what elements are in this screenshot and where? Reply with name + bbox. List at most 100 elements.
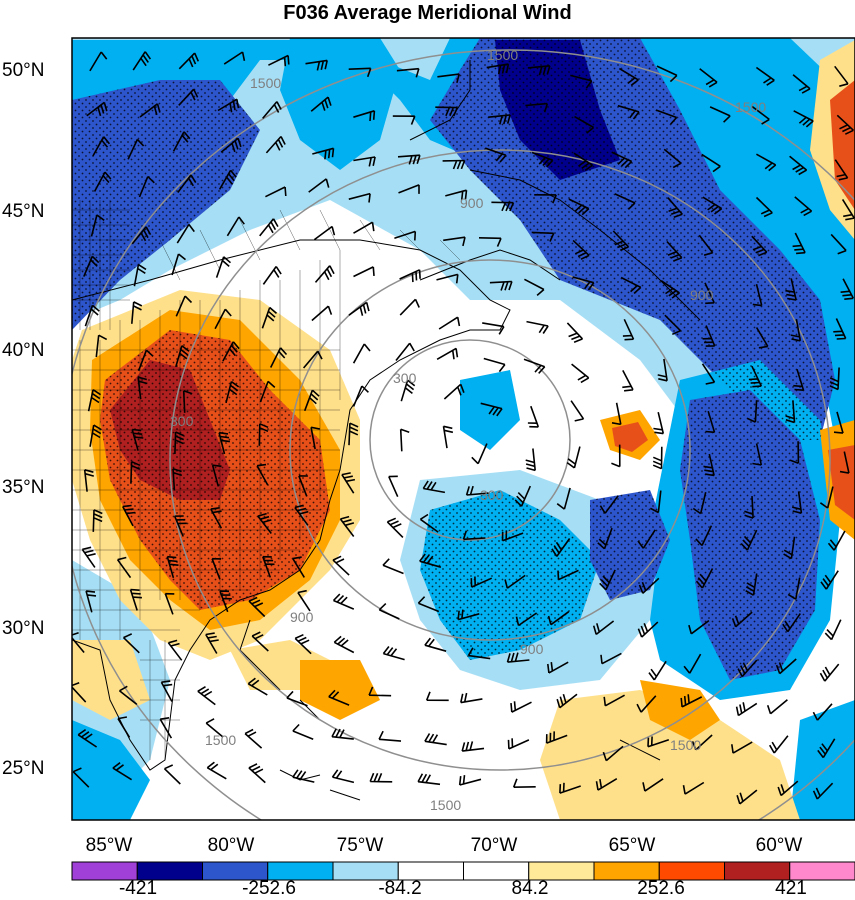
wind-barb: [782, 613, 801, 633]
wind-barb: [636, 695, 657, 713]
wind-barb: [399, 428, 410, 452]
wind-barb: [515, 612, 538, 627]
wind-barb: [95, 334, 108, 358]
wind-barb: [701, 363, 716, 385]
wind-barb: [839, 451, 850, 474]
wind-barb: [566, 446, 581, 469]
wind-barb: [471, 443, 488, 465]
wind-barb: [775, 658, 797, 675]
wind-barb: [465, 485, 489, 496]
wind-barb: [130, 460, 141, 484]
wind-barb: [682, 781, 705, 795]
wind-barb: [557, 569, 579, 581]
wind-barb: [523, 358, 546, 374]
map-title: F036 Average Meridional Wind: [283, 2, 572, 24]
wind-barb: [341, 472, 356, 494]
wind-barb: [836, 114, 854, 135]
wind-barb: [164, 592, 175, 615]
wind-barb: [442, 425, 454, 449]
contour-label: 1500: [250, 75, 281, 91]
wind-barb: [752, 284, 763, 307]
wind-barb: [566, 322, 584, 343]
wind-barb: [657, 358, 668, 382]
wind-barb: [312, 147, 335, 160]
wind-barb: [785, 278, 797, 301]
wind-barb: [524, 278, 545, 297]
wind-barb: [197, 686, 216, 706]
county-grid: [72, 200, 461, 760]
wind-barb: [699, 68, 718, 88]
wind-barb: [817, 738, 836, 759]
wind-barb: [328, 689, 350, 706]
wind-barb: [178, 88, 199, 106]
wind-barb: [600, 652, 622, 665]
wind-barb: [219, 590, 232, 613]
wind-barb: [305, 59, 328, 71]
wind-barb: [704, 282, 715, 305]
wind-barb: [217, 98, 240, 113]
wind-barb: [570, 400, 585, 422]
wind-barb: [680, 694, 703, 708]
wind-barb: [737, 659, 758, 678]
wind-barb: [121, 504, 136, 527]
wind-barb: [574, 115, 595, 134]
wind-barb: [256, 463, 269, 486]
wind-barb: [666, 240, 683, 262]
wind-barb: [703, 453, 715, 477]
wind-barb: [353, 110, 376, 122]
wind-barb: [417, 773, 441, 786]
wind-barb: [736, 789, 758, 805]
wind-barb: [348, 67, 372, 78]
wind-barb: [262, 555, 275, 578]
wind-barb: [820, 570, 839, 590]
wind-barb: [812, 782, 834, 800]
wind-barb: [348, 301, 370, 316]
wind-barb: [218, 169, 237, 190]
wind-barb: [172, 467, 183, 491]
wind-barb: [160, 680, 173, 702]
wind-barb: [603, 694, 625, 707]
wind-barb: [667, 197, 683, 219]
plot-frame: [71, 37, 855, 821]
wind-barb: [386, 517, 404, 538]
wind-barb: [840, 278, 855, 300]
wind-barb: [504, 574, 526, 589]
wind-barb: [294, 633, 312, 655]
wind-barb: [480, 402, 503, 417]
wind-barb: [333, 635, 355, 654]
wind-barb: [265, 135, 286, 154]
wind-barb: [131, 226, 152, 245]
wind-barb: [425, 691, 449, 702]
wind-barb: [445, 189, 468, 201]
wind-barb: [308, 178, 330, 193]
wind-barb: [132, 51, 152, 71]
wind-barb: [647, 736, 670, 748]
wind-barb: [611, 151, 633, 169]
wind-barb: [331, 769, 355, 784]
wind-barb: [348, 422, 359, 446]
wind-barb: [501, 530, 524, 542]
wind-barb: [751, 235, 768, 257]
wind-barb: [382, 646, 405, 661]
wind-barb: [424, 637, 447, 652]
wind-barb: [531, 231, 555, 242]
wind-barb: [488, 114, 511, 125]
wind-barb: [388, 475, 399, 498]
wind-barb: [597, 527, 613, 550]
wind-barb: [93, 171, 112, 192]
wind-barb: [526, 320, 549, 334]
lat-label-35n: 35°N: [2, 477, 45, 498]
wind-barb: [417, 596, 440, 613]
wind-barb: [618, 67, 639, 87]
wind-barb: [131, 428, 144, 451]
wind-barb: [117, 716, 131, 738]
wind-barb: [419, 553, 442, 568]
lat-label-40n: 40°N: [2, 340, 45, 361]
wind-barb: [339, 515, 355, 537]
wind-barb: [116, 556, 132, 579]
wind-barb: [177, 174, 197, 193]
wind-barb: [746, 400, 758, 423]
wind-barb: [92, 509, 103, 532]
wind-barb: [176, 223, 195, 244]
wind-barb: [129, 588, 142, 611]
